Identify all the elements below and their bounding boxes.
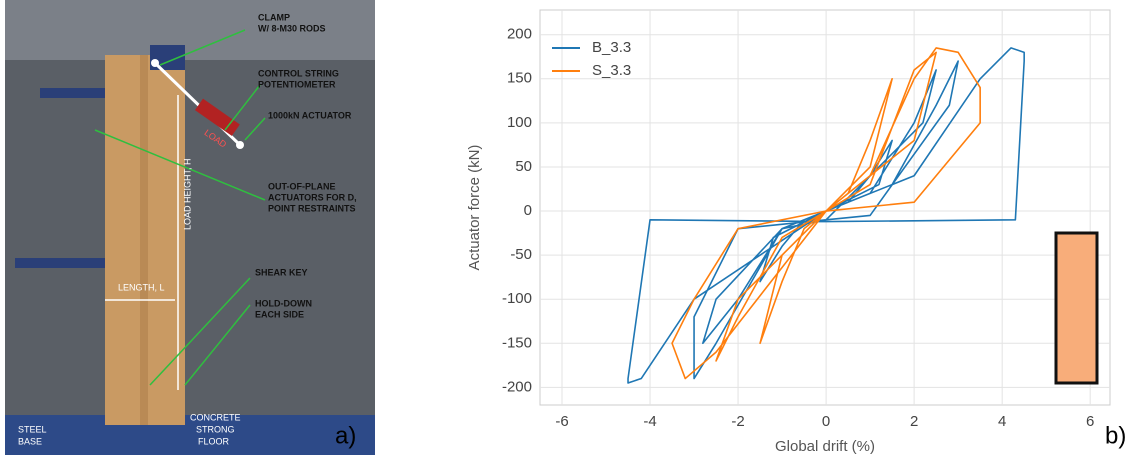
annotation: OUT-OF-PLANE <box>268 181 336 191</box>
y-tick-label: 0 <box>524 202 532 219</box>
annotation: EACH SIDE <box>255 309 304 319</box>
photo-label: LOAD HEIGHT, H <box>182 158 192 230</box>
x-tick-label: 0 <box>822 413 830 430</box>
x-axis-label: Global drift (%) <box>775 438 875 455</box>
annotation: CLAMP <box>258 12 290 22</box>
y-tick-label: 150 <box>507 70 532 87</box>
photo-label: STEEL <box>18 424 47 434</box>
legend-label: B_3.3 <box>592 39 631 56</box>
x-tick-label: 4 <box>998 413 1006 430</box>
annotation: SHEAR KEY <box>255 267 308 277</box>
annotation: ACTUATORS FOR D, <box>268 192 357 202</box>
panel-label: a) <box>335 422 356 449</box>
x-tick-label: 6 <box>1086 413 1094 430</box>
x-tick-label: -6 <box>555 413 568 430</box>
photo-label: LENGTH, L <box>118 282 165 292</box>
annotation: POTENTIOMETER <box>258 79 336 89</box>
legend-label: S_3.3 <box>592 62 631 79</box>
series-line <box>671 47 981 380</box>
y-tick-label: -200 <box>502 378 532 395</box>
annotation: CONTROL STRING <box>258 68 339 78</box>
photo-label: CONCRETE <box>190 412 241 422</box>
photo-label: BASE <box>18 436 42 446</box>
y-tick-label: 50 <box>515 158 532 175</box>
panel-label: b) <box>1105 422 1126 449</box>
photo-label: STRONG <box>196 424 235 434</box>
decor-box <box>1054 231 1099 385</box>
annotation: HOLD-DOWN <box>255 298 312 308</box>
x-tick-label: -2 <box>731 413 744 430</box>
y-tick-label: -150 <box>502 334 532 351</box>
annotation: POINT RESTRAINTS <box>268 203 356 213</box>
annotations: CLAMP W/ 8-M30 RODS CONTROL STRING POTEN… <box>255 12 357 319</box>
annotation: 1000kN ACTUATOR <box>268 110 352 120</box>
plot-area <box>539 9 1111 406</box>
y-tick-label: 100 <box>507 114 532 131</box>
annotation: W/ 8-M30 RODS <box>258 23 326 33</box>
photo: LOAD HEIGHT, H LENGTH, L STEEL BASE CONC… <box>5 0 375 455</box>
x-tick-label: 2 <box>910 413 918 430</box>
x-tick-label: -4 <box>643 413 656 430</box>
photo-label: FLOOR <box>198 436 230 446</box>
y-tick-label: -100 <box>502 290 532 307</box>
y-tick-label: -50 <box>510 246 532 263</box>
y-tick-label: 200 <box>507 26 532 43</box>
y-axis-label: Actuator force (kN) <box>466 145 483 271</box>
